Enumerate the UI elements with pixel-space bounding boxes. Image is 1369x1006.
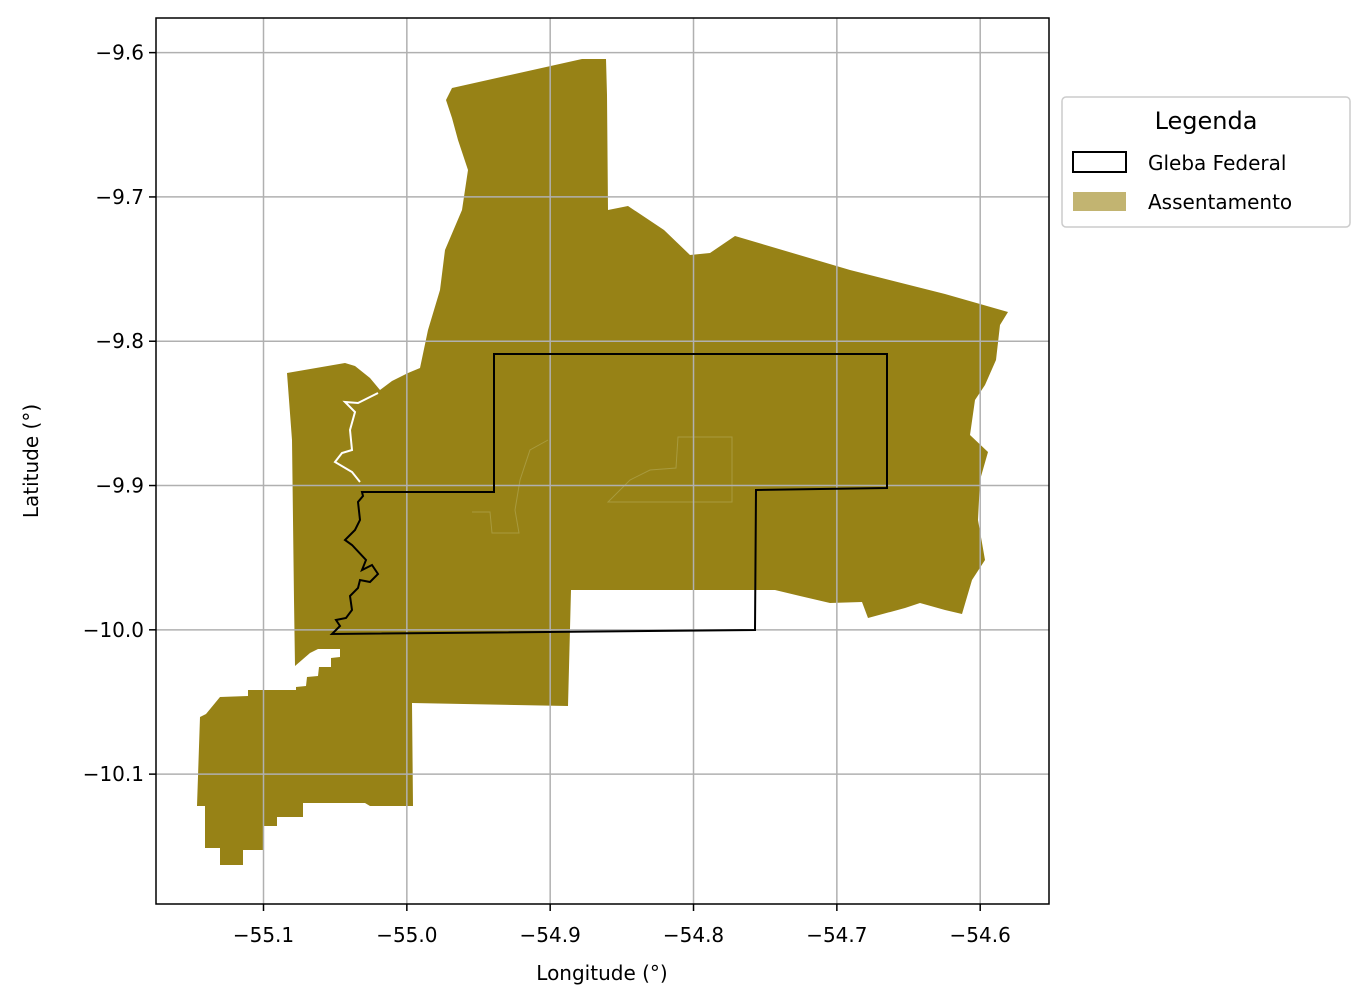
assentamento-main-polygon (197, 59, 1008, 865)
y-tick-label: −9.9 (95, 474, 144, 498)
y-tick-label: −9.7 (95, 185, 144, 209)
legend-label-gleba-federal: Gleba Federal (1148, 151, 1286, 175)
x-axis-label: Longitude (°) (536, 961, 667, 985)
x-axis: −55.1 −55.0 −54.9 −54.8 −54.7 −54.6 (233, 904, 1011, 947)
y-tick-label: −9.6 (95, 41, 144, 65)
legend-title: Legenda (1155, 107, 1258, 135)
x-tick-label: −54.8 (663, 923, 724, 947)
y-axis-label: Latitude (°) (19, 404, 43, 518)
x-tick-label: −54.9 (520, 923, 581, 947)
y-tick-label: −10.1 (83, 762, 144, 786)
x-tick-label: −55.0 (376, 923, 437, 947)
gleba-federal-area (329, 353, 888, 636)
parcel-boundaries (472, 436, 733, 534)
x-tick-label: −54.6 (950, 923, 1011, 947)
legend-swatch-gleba-federal (1072, 151, 1127, 173)
legend-swatch-assentamento (1073, 192, 1126, 211)
x-tick-label: −54.7 (806, 923, 867, 947)
x-tick-label: −55.1 (233, 923, 294, 947)
y-tick-label: −9.8 (95, 329, 144, 353)
legend: Legenda Gleba Federal Assentamento (1061, 96, 1351, 228)
legend-box (1061, 96, 1351, 228)
assentamento-area (197, 59, 1008, 865)
legend-label-assentamento: Assentamento (1148, 190, 1292, 214)
y-tick-label: −10.0 (83, 618, 144, 642)
river-notch (333, 392, 379, 483)
axes-frame (155, 17, 1050, 905)
y-axis: −9.6 −9.7 −9.8 −9.9 −10.0 −10.1 (83, 41, 156, 786)
gleba-federal-outline (329, 353, 888, 636)
grid-lines (156, 18, 1049, 904)
